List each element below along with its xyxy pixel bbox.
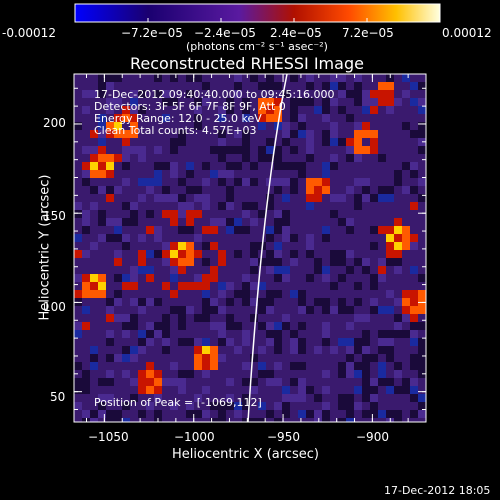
- info-line-detectors: Detectors: 3F 5F 6F 7F 8F 9F, Att 0: [94, 100, 286, 113]
- colorbar-gradient: [74, 3, 441, 23]
- info-line-counts: Clean Total counts: 4.57E+03: [94, 124, 257, 137]
- colorbar-units-label: (photons cm⁻² s⁻¹ asec⁻²): [186, 40, 328, 53]
- x-tick-label: −900: [356, 430, 389, 444]
- plot-frame: [73, 73, 427, 423]
- solar-limb-line: [247, 73, 288, 423]
- colorbar-tick-label: −7.2e−05: [121, 26, 183, 40]
- x-tick-label: −1050: [88, 430, 129, 444]
- image-title: Reconstructed RHESSI Image: [130, 54, 364, 73]
- colorbar-tick-label: 0.00012: [442, 26, 492, 40]
- y-tick-label: 150: [43, 209, 66, 223]
- axis-ticks: [74, 74, 427, 422]
- colorbar-tick-label: −2.4e−05: [194, 26, 256, 40]
- footer-timestamp: 17-Dec-2012 18:05: [384, 484, 491, 497]
- info-line-time: 17-Dec-2012 09:40:40.000 to 09:45:16.000: [94, 88, 335, 101]
- x-tick-label: −950: [267, 430, 300, 444]
- y-tick-label: 100: [43, 300, 66, 314]
- peak-position-label: Position of Peak = [-1069,112]: [94, 396, 262, 409]
- colorbar-tick-label: 7.2e−05: [342, 26, 394, 40]
- info-line-energy: Energy Range: 12.0 - 25.0 keV: [94, 112, 262, 125]
- y-axis-label: Heliocentric Y (arcsec): [37, 174, 53, 321]
- x-axis-label: Heliocentric X (arcsec): [172, 447, 319, 462]
- x-tick-label: −1000: [174, 430, 215, 444]
- y-tick-label: 50: [50, 390, 66, 404]
- colorbar-tick-label: -0.00012: [2, 26, 56, 40]
- heatmap-pixels: [74, 74, 426, 422]
- colorbar-ticks: [74, 18, 441, 22]
- y-tick-label: 200: [43, 116, 66, 130]
- colorbar-tick-label: 2.4e−05: [270, 26, 322, 40]
- colorbar: [74, 3, 441, 23]
